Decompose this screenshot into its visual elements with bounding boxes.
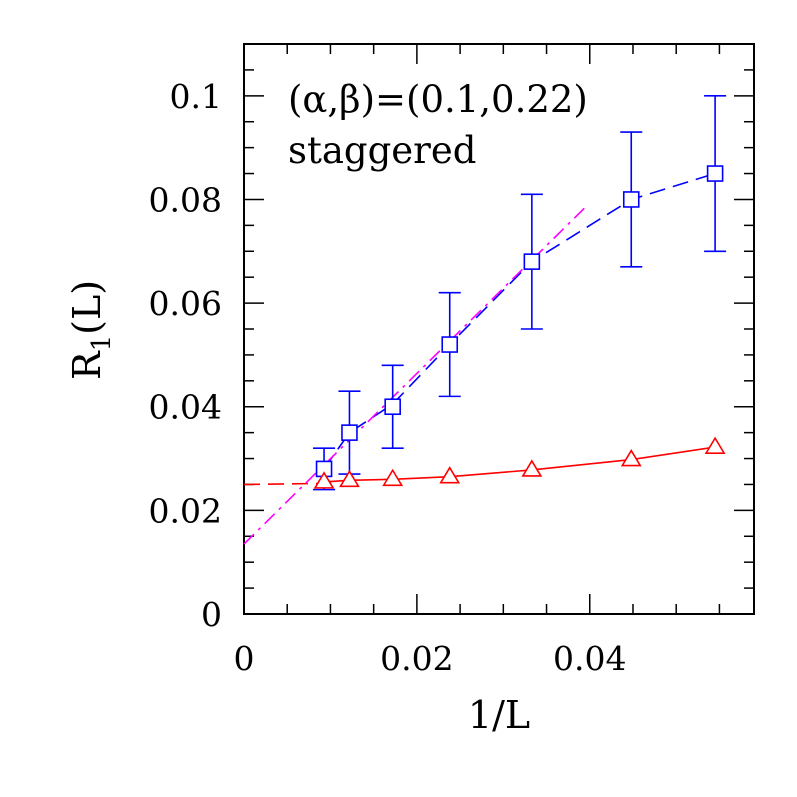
y-axis-label-tail: (L) [65,280,109,335]
series [313,95,727,491]
ticks [243,43,754,615]
y-axis-label-main: R [65,350,109,380]
x-tick-label: 0.04 [553,639,626,678]
fit-curve-dashed [243,482,325,486]
data-point-square [622,191,640,208]
data-point-triangle [382,468,404,487]
data-point-square [441,336,459,353]
data-point-triangle [439,466,461,484]
data-point-triangle [313,471,335,489]
fit-curve-solid [323,446,716,483]
data-point-square [523,253,541,270]
data-point-triangle [339,469,360,488]
y-tick-label: 0.08 [149,180,222,219]
annotation-staggered: staggered [288,129,476,172]
data-point-triangle [620,449,642,467]
y-tick-label: 0 [201,595,222,634]
data-point-square [706,165,724,182]
fit-curve-dashed [323,172,716,470]
y-tick-label: 0.06 [149,284,222,323]
y-tick-label: 0.02 [149,491,222,530]
data-point-square [384,398,401,416]
x-tick-label: 0 [234,639,255,678]
x-axis-label: 1/L [468,693,530,737]
data-point-square [341,424,358,441]
y-axis-label: R1(L) [65,280,117,380]
annotation-params: (α,β)=(0.1,0.22) [288,78,588,121]
data-point-triangle [704,436,726,454]
data-point-triangle [521,459,543,477]
y-tick-label: 0.1 [170,77,222,116]
tick-labels: 0 0.02 0.04 0 0.02 0.04 0.06 0.08 0.1 [149,77,627,678]
x-tick-label: 0.02 [380,639,453,678]
y-tick-label: 0.04 [149,388,222,427]
y-axis-label-subscript: 1 [87,335,117,352]
